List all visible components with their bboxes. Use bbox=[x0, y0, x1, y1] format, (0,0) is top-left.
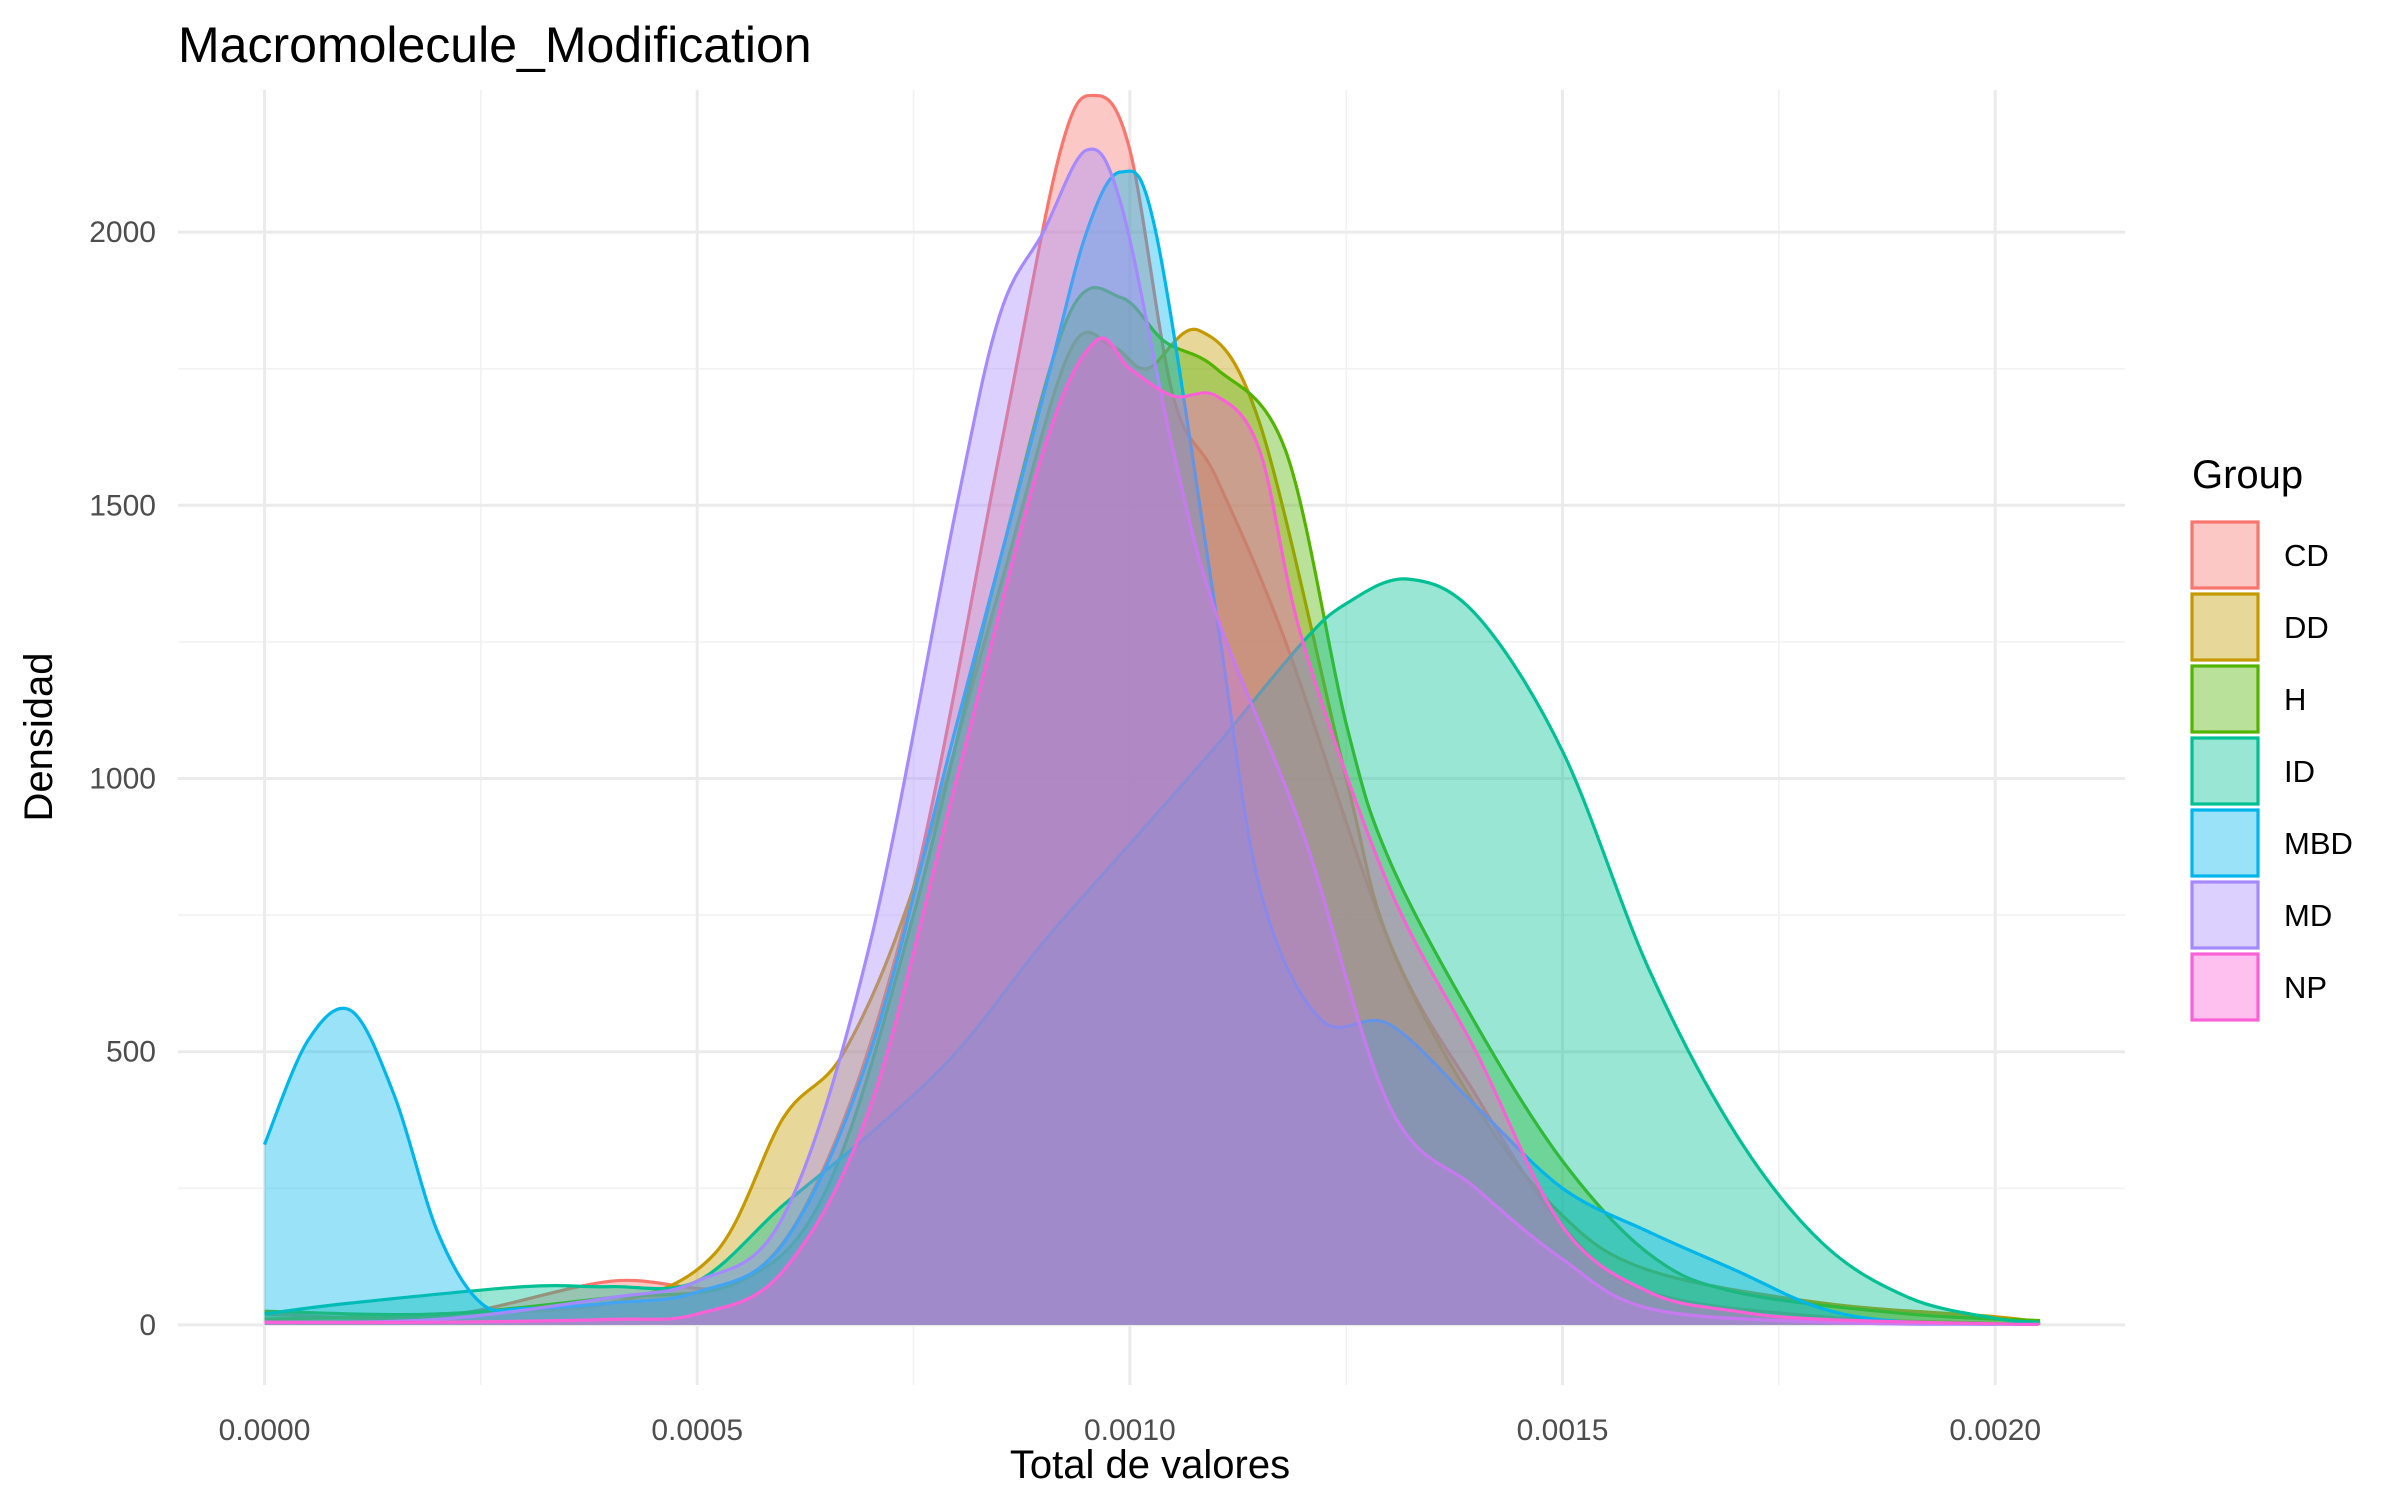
density-area-md bbox=[264, 149, 1996, 1325]
y-tick-label: 1500 bbox=[89, 489, 156, 522]
y-tick-label: 0 bbox=[139, 1309, 156, 1342]
legend-title: Group bbox=[2192, 453, 2303, 497]
chart-title: Macromolecule_Modification bbox=[178, 17, 812, 73]
legend: Group CD DD H ID MBD MD NP bbox=[2190, 453, 2353, 1022]
density-line-np bbox=[264, 336, 2041, 1326]
legend-label-np: NP bbox=[2284, 970, 2327, 1005]
y-axis-title: Densidad bbox=[17, 652, 61, 821]
plot-area bbox=[263, 93, 2041, 1326]
grid bbox=[178, 90, 2125, 1385]
density-area-mbd bbox=[264, 170, 2039, 1325]
legend-swatch-cd bbox=[2190, 520, 2260, 590]
legend-label-md: MD bbox=[2284, 898, 2332, 933]
density-line-mbd bbox=[263, 169, 2041, 1326]
x-tick-label: 0.0000 bbox=[219, 1414, 311, 1447]
x-tick-label: 0.0015 bbox=[1517, 1414, 1609, 1447]
density-line-md bbox=[264, 147, 1997, 1326]
x-axis-title: Total de valores bbox=[1010, 1443, 1290, 1487]
density-area-cd bbox=[264, 95, 2039, 1325]
density-line-h bbox=[264, 286, 2041, 1325]
legend-label-id: ID bbox=[2284, 754, 2315, 789]
legend-swatch-id bbox=[2190, 736, 2260, 806]
legend-swatch-np bbox=[2190, 952, 2260, 1022]
x-tick-label: 0.0020 bbox=[1949, 1414, 2041, 1447]
y-tick-label: 1000 bbox=[89, 762, 156, 795]
legend-label-h: H bbox=[2284, 682, 2306, 717]
x-tick-label: 0.0010 bbox=[1084, 1414, 1176, 1447]
legend-label-dd: DD bbox=[2284, 610, 2329, 645]
y-tick-label: 500 bbox=[106, 1036, 156, 1069]
density-area-dd bbox=[264, 329, 2039, 1325]
density-line-dd bbox=[264, 327, 2041, 1325]
y-axis: 0 500 1000 1500 2000 bbox=[89, 216, 156, 1342]
density-area-np bbox=[264, 338, 2039, 1325]
density-area-id bbox=[264, 578, 2039, 1325]
x-axis: 0.0000 0.0005 0.0010 0.0015 0.0020 bbox=[219, 1414, 2041, 1447]
density-area-h bbox=[264, 287, 2039, 1325]
legend-swatch-md bbox=[2190, 880, 2260, 950]
y-tick-label: 2000 bbox=[89, 216, 156, 249]
density-line-id bbox=[264, 577, 2041, 1325]
legend-label-mbd: MBD bbox=[2284, 826, 2353, 861]
legend-swatch-mbd bbox=[2190, 808, 2260, 878]
legend-swatch-dd bbox=[2190, 592, 2260, 662]
legend-swatch-h bbox=[2190, 664, 2260, 734]
legend-label-cd: CD bbox=[2284, 538, 2329, 573]
x-tick-label: 0.0005 bbox=[651, 1414, 743, 1447]
